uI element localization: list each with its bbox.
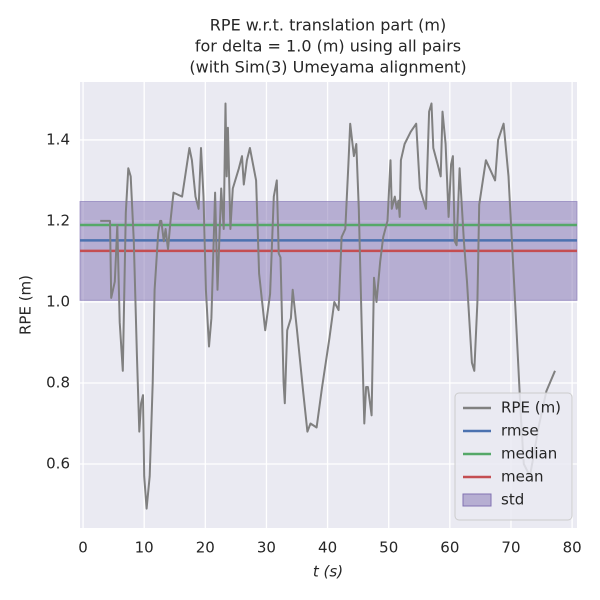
x-tick-label: 0 <box>78 539 88 557</box>
x-axis-label: t (s) <box>313 563 343 581</box>
x-tick-label: 30 <box>257 539 276 557</box>
legend-swatch <box>462 493 492 507</box>
legend-label: rmse <box>501 422 539 440</box>
legend-label: median <box>501 445 557 463</box>
series-line <box>100 102 556 510</box>
x-tick-label: 40 <box>318 539 337 557</box>
y-tick-label: 1.4 <box>46 130 70 148</box>
chart-title: RPE w.r.t. translation part (m) <box>210 16 446 35</box>
x-tick-label: 20 <box>196 539 215 557</box>
legend-label: std <box>501 491 524 509</box>
x-tick-label: 10 <box>135 539 154 557</box>
x-tick-label: 80 <box>563 539 582 557</box>
x-tick-label: 70 <box>501 539 520 557</box>
x-tick-label: 60 <box>440 539 459 557</box>
chart-title: for delta = 1.0 (m) using all pairs <box>195 37 461 56</box>
legend-label: RPE (m) <box>501 399 561 417</box>
y-tick-label: 1.2 <box>46 211 70 229</box>
y-tick-label: 1.0 <box>46 292 70 310</box>
y-tick-label: 0.8 <box>46 373 70 391</box>
y-axis-label: RPE (m) <box>17 275 35 335</box>
chart-title: (with Sim(3) Umeyama alignment) <box>189 58 466 77</box>
legend-box <box>454 392 573 521</box>
x-tick-label: 50 <box>379 539 398 557</box>
y-tick-label: 0.6 <box>46 454 70 472</box>
legend-label: mean <box>501 468 544 486</box>
